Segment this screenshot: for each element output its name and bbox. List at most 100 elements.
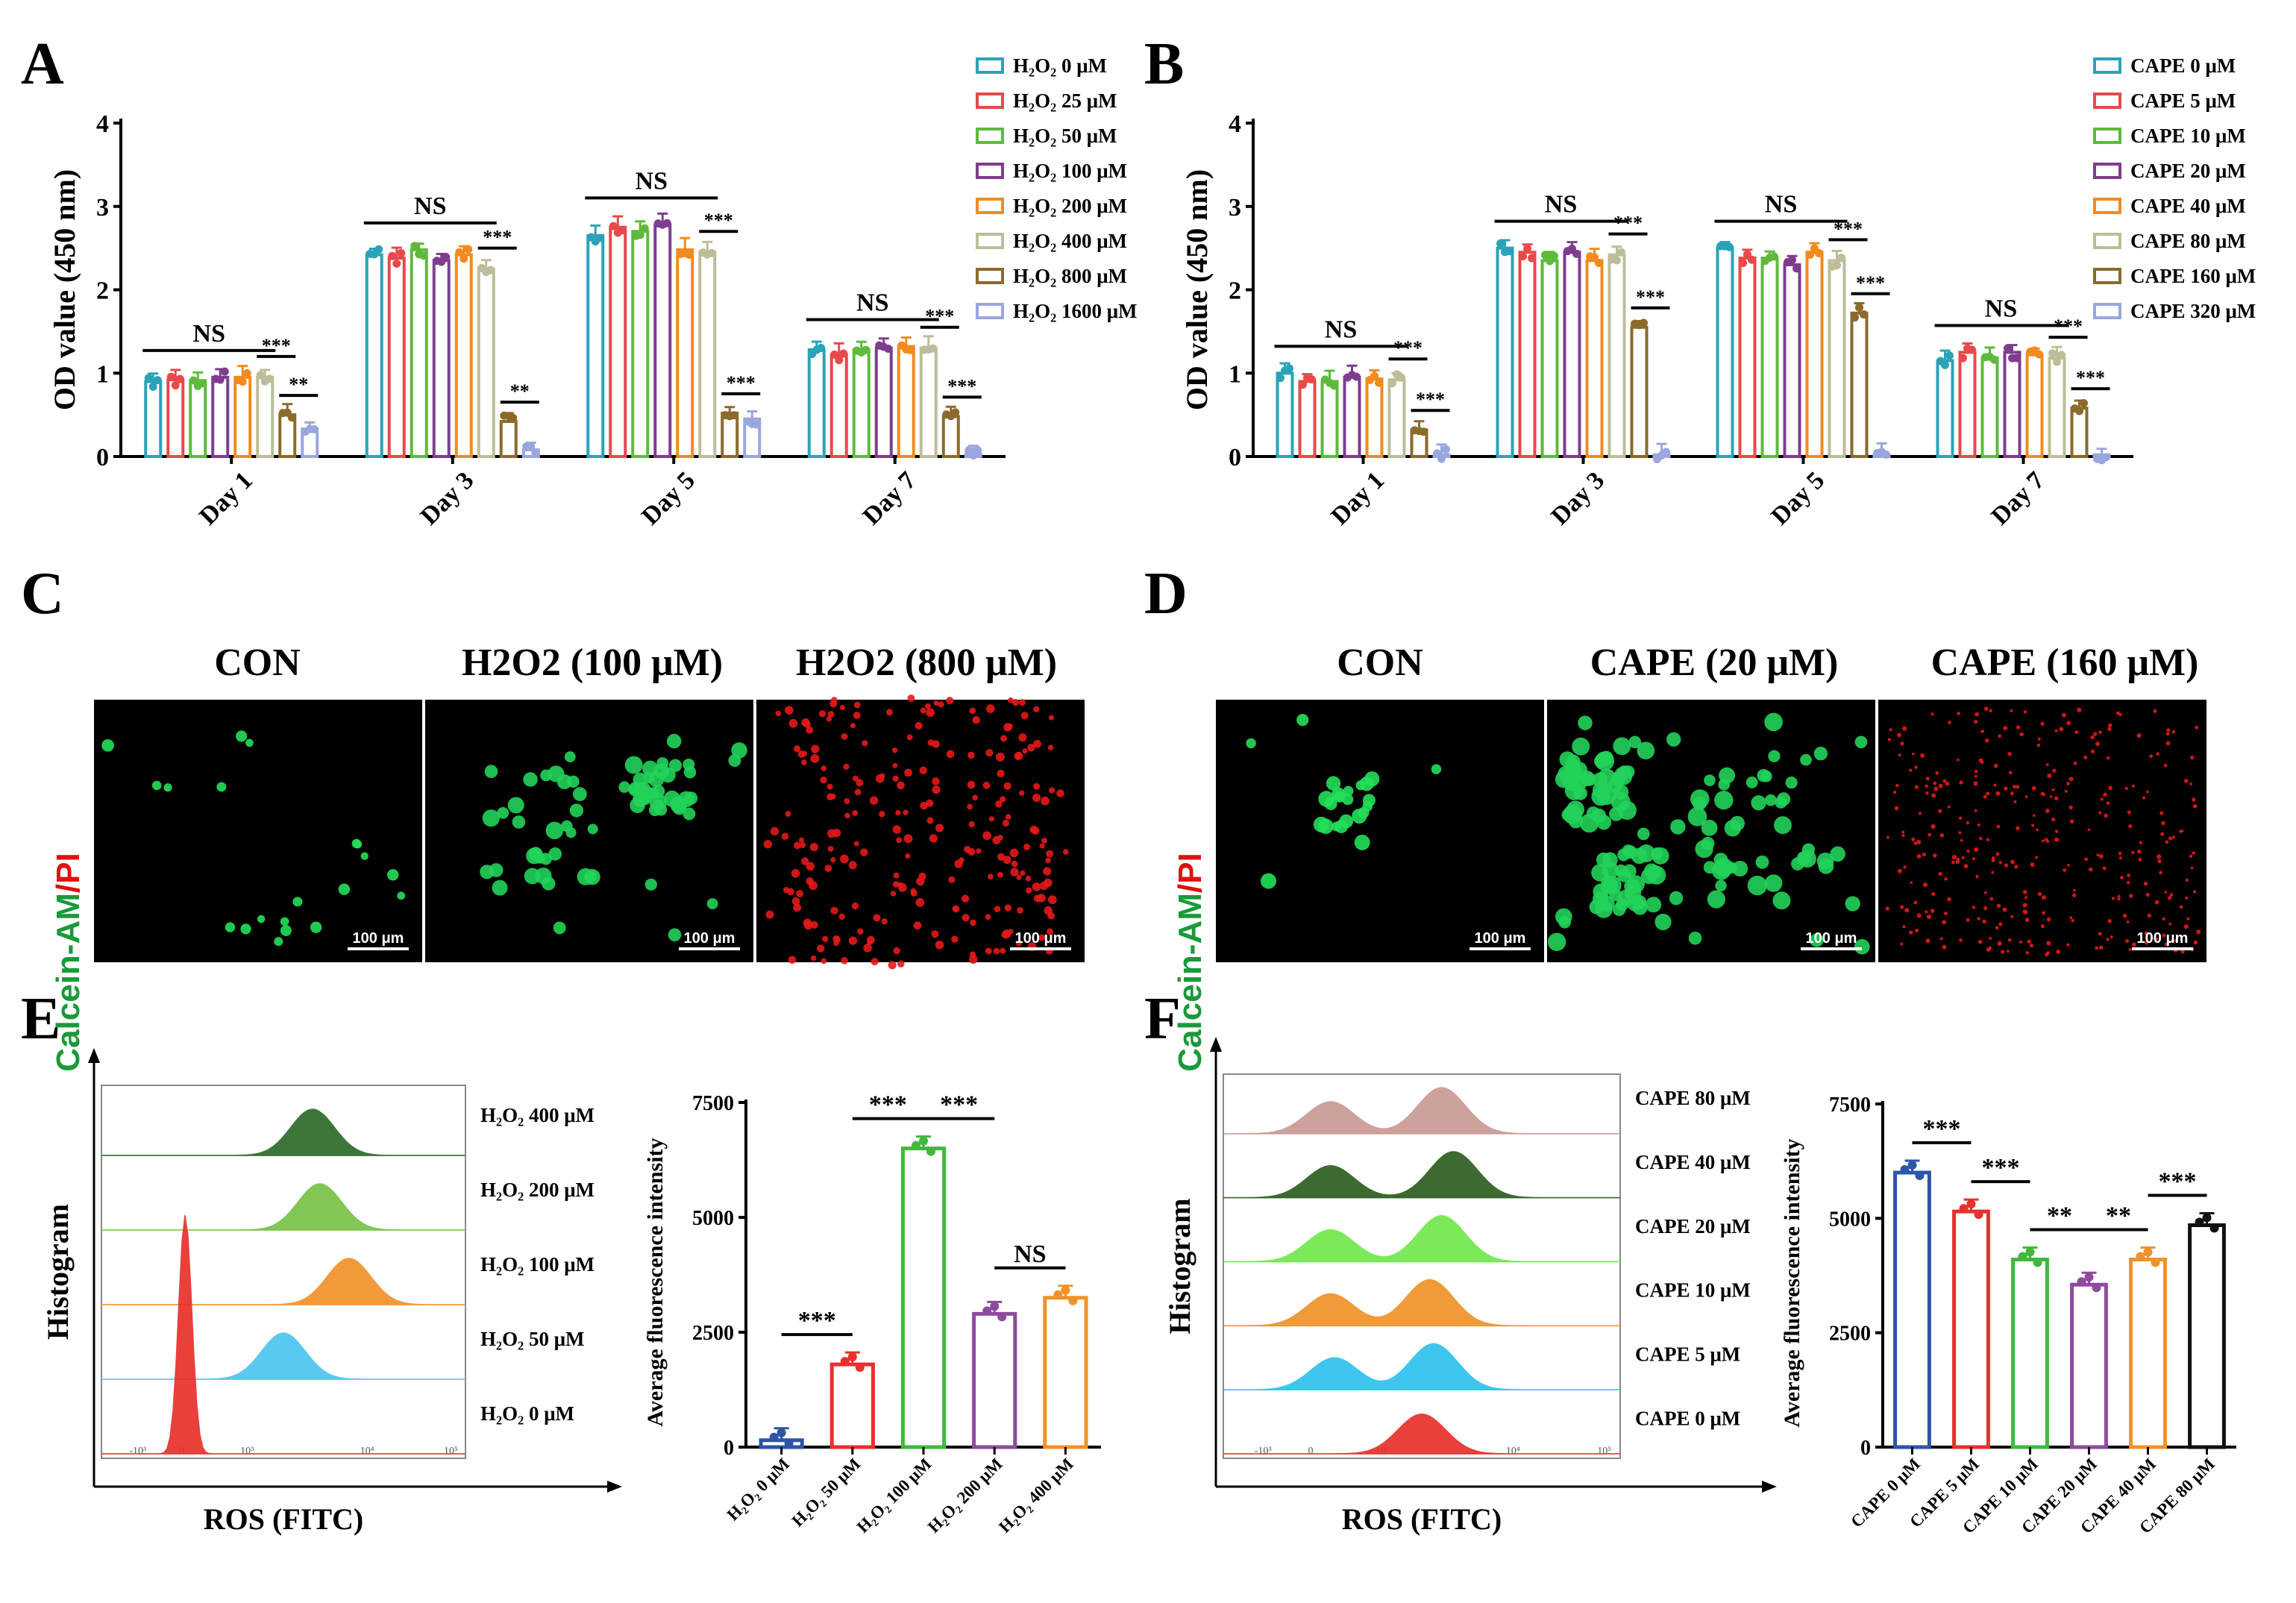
cell: [644, 878, 657, 891]
cell: [967, 780, 976, 789]
histogram-trace: [1223, 1151, 1620, 1199]
cell: [827, 829, 836, 838]
cell: [1431, 764, 1442, 774]
cell: [1041, 838, 1047, 844]
cell: [862, 740, 868, 747]
cell: [968, 955, 978, 964]
cell: [1958, 816, 1963, 821]
cell: [1887, 738, 1892, 741]
image-title-d1: CON: [1337, 641, 1423, 684]
cell: [240, 923, 251, 935]
data-point: [531, 448, 540, 457]
cell: [808, 880, 814, 886]
cell: [1889, 728, 1892, 732]
cell: [1984, 738, 1989, 743]
cell: [1343, 785, 1354, 797]
bar: [387, 257, 406, 458]
cell: [1715, 879, 1727, 892]
data-point: [1959, 354, 1967, 363]
x-axis-title: ROS (FITC): [204, 1502, 363, 1536]
panel-label-a: A: [21, 31, 64, 97]
cell: [1894, 806, 1899, 811]
cell: [648, 803, 662, 817]
cell: [2100, 797, 2104, 801]
cell: [765, 910, 774, 919]
data-point: [847, 1352, 857, 1362]
cell: [1800, 753, 1812, 766]
cell: [1977, 823, 1980, 827]
cell: [1764, 874, 1783, 892]
cell: [848, 936, 858, 945]
data-point: [527, 442, 536, 451]
cell: [2122, 913, 2127, 918]
cell: [1764, 712, 1783, 732]
cell: [2111, 897, 2115, 900]
cell: [1339, 814, 1354, 829]
cell: [985, 914, 991, 920]
cell: [2103, 792, 2107, 797]
bar: [166, 378, 185, 458]
legend-entry: H₂O₂ 400 μM: [1013, 230, 1127, 252]
cell: [2118, 851, 2122, 856]
cell: [2098, 854, 2104, 859]
cell: [1039, 843, 1045, 849]
cell: [1979, 836, 1983, 841]
significance-label: ***: [1856, 272, 1885, 294]
scale-label-d1: 100 μm: [1475, 930, 1526, 947]
cell: [1986, 791, 1990, 796]
significance-label: ***: [2076, 367, 2105, 389]
cell: [2129, 894, 2133, 898]
micrograph-panel-d: CON CAPE (20 μM) CAPE (160 μM) Calcein-A…: [1172, 641, 2206, 1072]
cell: [2040, 721, 2045, 726]
cell: [1974, 847, 1979, 853]
cell: [1631, 847, 1648, 865]
cell: [2192, 804, 2198, 809]
trace-label: H₂O₂ 200 μM: [480, 1179, 595, 1201]
cell: [932, 785, 941, 794]
cell: [920, 801, 928, 810]
cell: [1613, 784, 1629, 800]
cell: [988, 816, 995, 822]
data-point: [618, 226, 627, 235]
scale-label-d3: 100 μm: [2137, 930, 2189, 947]
cell: [1810, 933, 1824, 947]
cell: [915, 721, 923, 730]
cell: [2149, 754, 2154, 759]
data-point: [2035, 350, 2043, 359]
cell: [1613, 737, 1631, 756]
cell: [1966, 821, 1970, 825]
cell: [1930, 712, 1934, 716]
data-point: [609, 222, 618, 230]
data-point: [1860, 310, 1868, 319]
cell: [2029, 943, 2034, 948]
data-point: [855, 1363, 865, 1373]
cell: [1046, 850, 1054, 858]
cell: [2167, 896, 2172, 900]
cell: [2046, 941, 2051, 946]
trace-label: CAPE 20 μM: [1635, 1215, 1751, 1237]
cell: [964, 846, 971, 853]
bar: [897, 345, 915, 458]
cell: [976, 848, 982, 854]
cell: [952, 905, 960, 913]
cell: [2196, 929, 2201, 935]
cell: [1900, 905, 1904, 909]
cell: [810, 753, 820, 763]
cell: [2054, 837, 2060, 842]
cell: [163, 783, 172, 792]
cell: [1993, 783, 1997, 787]
cell: [1902, 925, 1906, 929]
bar: [233, 375, 252, 458]
cell: [1047, 895, 1057, 904]
cell: [995, 752, 1005, 762]
data-point: [777, 1428, 786, 1437]
cell: [2125, 938, 2130, 944]
cell: [852, 775, 859, 782]
cell: [1033, 706, 1040, 712]
cell: [1331, 821, 1341, 832]
panel-label-d: D: [1144, 561, 1188, 627]
cell: [2013, 800, 2017, 804]
cell: [1959, 780, 1963, 785]
data-point: [310, 425, 319, 434]
bar: [653, 223, 672, 458]
